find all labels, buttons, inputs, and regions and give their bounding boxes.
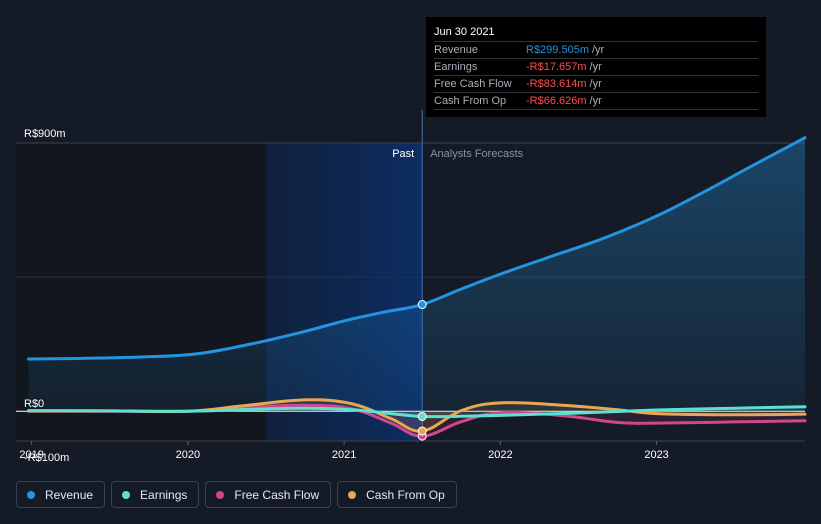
data-point-earnings bbox=[417, 411, 427, 421]
x-tick-label: 2021 bbox=[332, 449, 356, 461]
y-tick-label: -R$100m bbox=[24, 452, 69, 464]
legend-dot-icon bbox=[216, 490, 225, 499]
x-tick-label: 2019 bbox=[19, 449, 43, 461]
tooltip-value: -R$17.657m bbox=[526, 61, 587, 73]
tooltip-unit: /yr bbox=[589, 95, 602, 107]
legend-item-earnings[interactable]: Earnings bbox=[111, 481, 200, 508]
series-line-earnings bbox=[26, 405, 807, 419]
tooltip-label: Cash From Op bbox=[434, 95, 507, 107]
data-point-cash-from-op bbox=[417, 426, 427, 436]
legend-dot-icon bbox=[27, 490, 35, 499]
legend-label: Cash From Op bbox=[366, 487, 445, 502]
tooltip-row-revenue: Revenue R$299.505m /yr bbox=[434, 42, 758, 59]
legend-item-cash-from-op[interactable]: Cash From Op bbox=[337, 481, 457, 508]
tooltip-row-cash-from-op: Cash From Op -R$66.626m /yr bbox=[434, 93, 758, 110]
tooltip-unit: /yr bbox=[592, 44, 605, 56]
tooltip-unit: /yr bbox=[589, 61, 602, 73]
x-tick-label: 2020 bbox=[176, 449, 200, 461]
tooltip-date: Jun 30 2021 bbox=[434, 24, 758, 42]
tooltip-value: R$299.505m bbox=[526, 44, 589, 56]
tooltip: Jun 30 2021 Revenue R$299.505m /yr Earni… bbox=[426, 17, 766, 117]
tooltip-unit: /yr bbox=[589, 78, 602, 90]
legend-item-revenue[interactable]: Revenue bbox=[16, 481, 106, 508]
x-tick-label: 2022 bbox=[488, 449, 512, 461]
legend-label: Revenue bbox=[45, 487, 94, 502]
tooltip-row-earnings: Earnings -R$17.657m /yr bbox=[434, 59, 758, 76]
forecast-label: Analysts Forecasts bbox=[430, 148, 523, 160]
legend: Revenue Earnings Free Cash Flow Cash Fro… bbox=[16, 481, 457, 508]
legend-dot-icon bbox=[348, 490, 357, 499]
legend-item-free-cash-flow[interactable]: Free Cash Flow bbox=[205, 481, 332, 508]
tooltip-value: -R$66.626m bbox=[526, 95, 587, 107]
series-area-earnings bbox=[28, 406, 805, 417]
tooltip-value: -R$83.614m bbox=[526, 78, 587, 90]
tooltip-row-free-cash-flow: Free Cash Flow -R$83.614m /yr bbox=[434, 76, 758, 93]
x-tick-label: 2023 bbox=[644, 449, 668, 461]
tooltip-label: Earnings bbox=[434, 61, 478, 73]
tooltip-label: Free Cash Flow bbox=[434, 78, 512, 90]
legend-dot-icon bbox=[122, 490, 131, 499]
revenue-area bbox=[28, 137, 805, 412]
legend-label: Earnings bbox=[140, 487, 188, 502]
y-tick-label: R$900m bbox=[24, 128, 66, 140]
legend-label: Free Cash Flow bbox=[234, 487, 320, 502]
y-tick-label: R$0 bbox=[24, 398, 44, 410]
past-label: Past bbox=[392, 148, 414, 160]
tooltip-label: Revenue bbox=[434, 44, 479, 56]
data-point-revenue bbox=[417, 300, 427, 310]
